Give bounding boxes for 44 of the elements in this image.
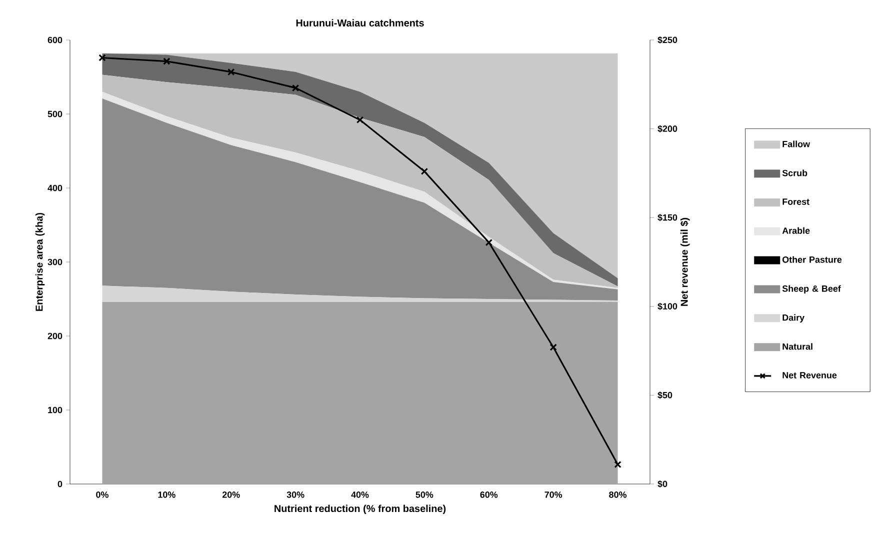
x-axis-title: Nutrient reduction (% from baseline) — [274, 504, 446, 514]
legend-label: Scrub — [782, 170, 808, 176]
point — [98, 54, 106, 62]
y-axis-title: Enterprise area (kha) — [35, 212, 45, 311]
point — [163, 58, 170, 65]
point — [292, 84, 300, 92]
y2-tick-label: $100 — [658, 302, 678, 310]
x-tick-label: 70% — [544, 492, 562, 498]
point — [227, 68, 235, 76]
point — [420, 168, 428, 176]
x-tick-label: 0% — [96, 492, 108, 498]
x-tick-label: 20% — [222, 492, 240, 498]
legend-label: Forest — [782, 198, 810, 205]
y2-tick-label: $50 — [658, 392, 672, 399]
x-tick-label: 60% — [480, 492, 498, 498]
legend-label: Dairy — [782, 314, 804, 323]
y2-axis-title: Net revenue (mil $) — [680, 218, 690, 306]
chart-title: Hurunui-Waiau catchments — [296, 19, 424, 26]
point — [356, 116, 364, 124]
y-tick-label: 100 — [48, 406, 62, 414]
x-tick-label: 30% — [286, 492, 304, 498]
y2-tick-label: $0 — [658, 480, 668, 488]
y-tick-label: 300 — [48, 258, 62, 266]
x-tick-label: 80% — [609, 492, 627, 498]
legend-label: Arable — [782, 227, 810, 234]
y-tick-label: 500 — [48, 110, 62, 118]
y2-tick-label: $150 — [658, 214, 678, 222]
y-tick-label: 600 — [48, 36, 62, 44]
legend-label: Sheep & Beef — [782, 285, 841, 294]
y-tick-label: 400 — [48, 184, 62, 192]
y-tick-label: 0 — [58, 480, 62, 488]
y2-tick-label: $250 — [658, 36, 678, 44]
legend-label: Fallow — [782, 140, 810, 148]
legend-label: Net Revenue — [782, 372, 837, 378]
x-tick-label: 10% — [158, 492, 176, 498]
point — [550, 344, 557, 351]
x-tick-label: 50% — [416, 492, 434, 498]
point — [614, 460, 622, 468]
legend-label: Other Pasture — [782, 256, 842, 263]
x-tick-label: 40% — [351, 492, 369, 498]
y-tick-label: 200 — [48, 332, 62, 340]
y2-tick-label: $200 — [658, 125, 678, 132]
legend-label: Natural — [782, 343, 812, 350]
point — [485, 238, 493, 246]
